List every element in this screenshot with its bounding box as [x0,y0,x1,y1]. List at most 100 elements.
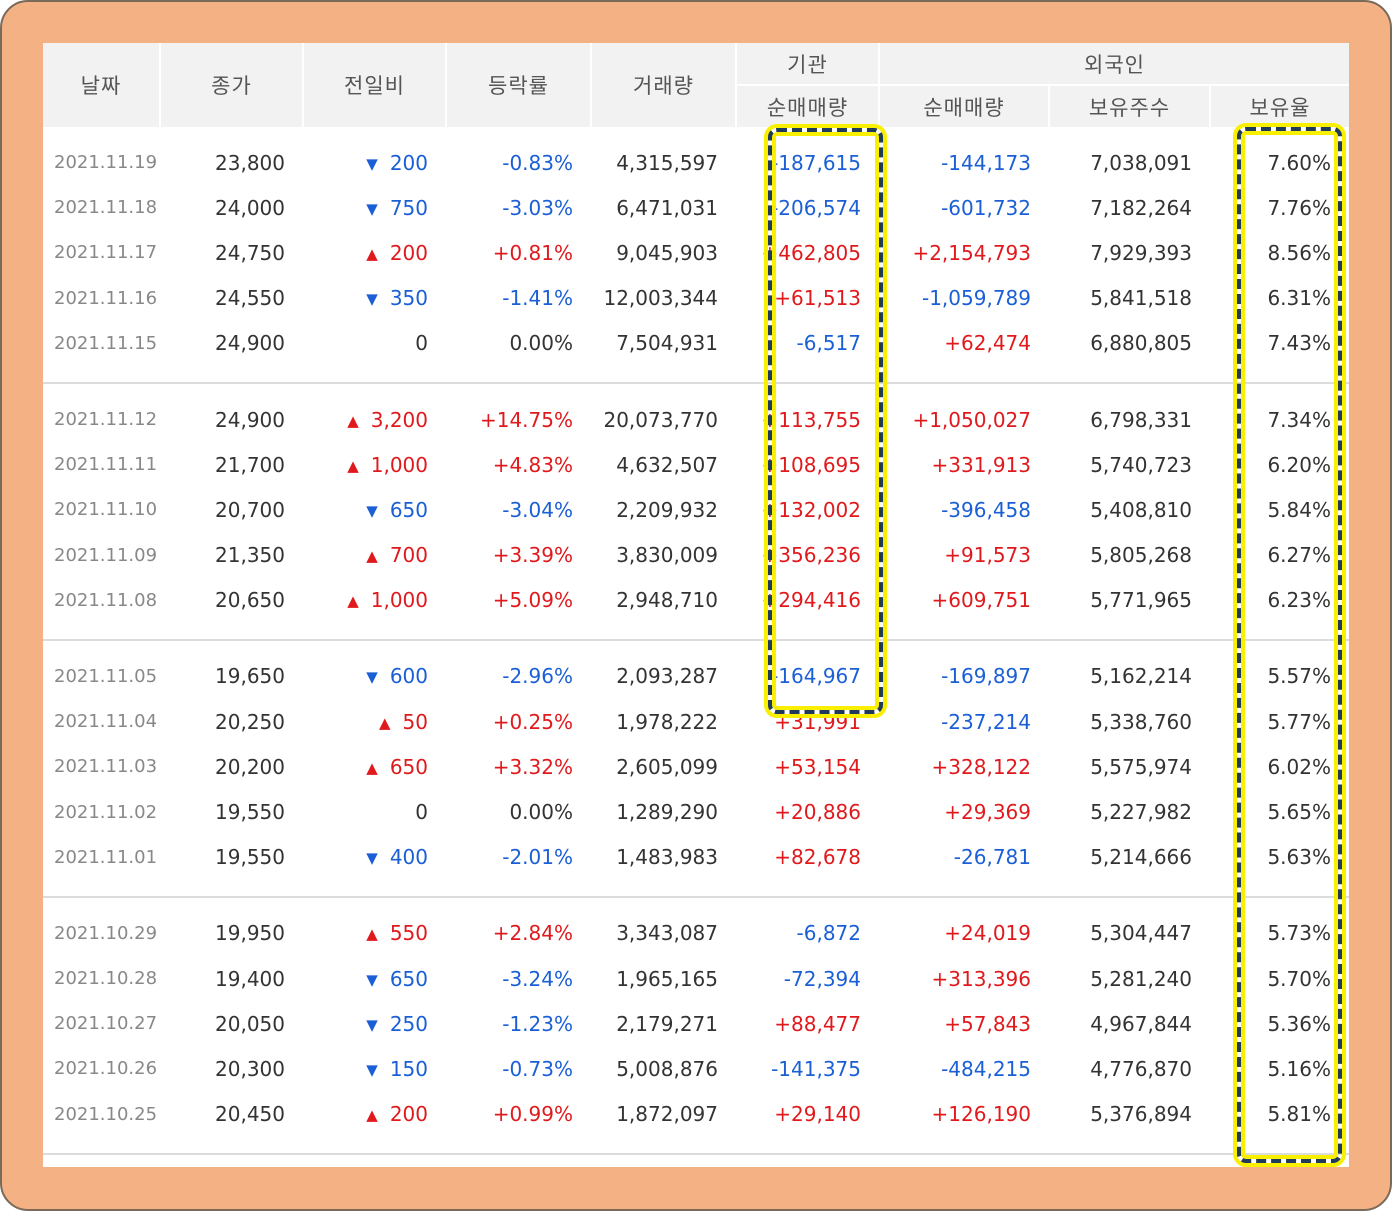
header-volume: 거래량 [591,43,737,127]
cell-date: 2021.11.05 [54,665,158,687]
cell-foreign-holdings: 6,880,805 [1090,331,1192,356]
down-triangle-icon: ▼ [366,1015,378,1034]
cell-close: 20,050 [215,1011,285,1036]
table-row: 2021.11.03 20,200 ▲ 650 +3.32% 2,605,099 +53,1… [43,744,1349,789]
cell-foreign-net: +2,154,793 [912,240,1031,265]
cell-change-value: 200 [389,150,428,175]
header-foreign-ratio: 보유율 [1210,84,1349,127]
cell-foreign-holdings: 5,338,760 [1090,709,1192,734]
table-header: 날짜 종가 전일비 등락률 거래량 기관 외국인 순매매량 순매매량 보유주수 … [43,43,1349,127]
cell-date: 2021.11.18 [54,197,158,219]
cell-institution-net: -6,872 [796,921,861,946]
down-triangle-icon: ▼ [366,1060,378,1079]
cell-volume: 3,830,009 [616,543,718,568]
cell-institution-net: +29,140 [774,1102,861,1127]
cell-institution-net: +462,805 [761,240,861,265]
cell-change: ▲ 650 [303,744,446,789]
cell-foreign-holdings: 5,214,666 [1090,845,1192,870]
table-row: 2021.11.12 24,900 ▲ 3,200 +14.75% 20,073,770 +… [43,397,1349,442]
cell-volume: 4,315,597 [616,150,718,175]
cell-change-value: 0 [415,331,428,356]
table-row: 2021.11.16 24,550 ▼ 350 -1.41% 12,003,344 +61,… [43,276,1349,321]
cell-date: 2021.10.28 [54,968,158,990]
cell-foreign-net: -237,214 [941,709,1031,734]
cell-change: ▲ 1,000 [303,442,446,487]
cell-change-value: 550 [389,921,428,946]
cell-volume: 1,289,290 [616,800,718,825]
up-triangle-icon: ▲ [366,758,378,777]
cell-change-value: 650 [389,754,428,779]
cell-change: ▼ 150 [303,1046,446,1091]
cell-foreign-ratio: 5.36% [1267,1011,1331,1036]
cell-close: 19,550 [215,845,285,870]
cell-volume: 1,872,097 [616,1102,718,1127]
cell-foreign-holdings: 4,776,870 [1090,1056,1192,1081]
cell-change-value: 700 [389,543,428,568]
table-row: 2021.11.01 19,550 ▼ 400 -2.01% 1,483,983 +82,6… [43,835,1349,880]
cell-rate: +0.99% [492,1102,573,1127]
table-row: 2021.11.04 20,250 ▲ 50 +0.25% 1,978,222 +31,99… [43,699,1349,744]
cell-foreign-ratio: 5.65% [1267,800,1331,825]
table-row: 2021.11.17 24,750 ▲ 200 +0.81% 9,045,903 +462,… [43,230,1349,275]
daily-trading-table: 날짜 종가 전일비 등락률 거래량 기관 외국인 순매매량 순매매량 보유주수 … [43,43,1349,1155]
cell-institution-net: +113,755 [761,407,861,432]
cell-close: 20,250 [215,709,285,734]
cell-institution-net: +53,154 [774,754,861,779]
cell-close: 19,550 [215,800,285,825]
cell-institution-net: -141,375 [771,1056,861,1081]
cell-change: ▼ 750 [303,185,446,230]
cell-rate: +4.83% [492,452,573,477]
cell-rate: +2.84% [492,921,573,946]
cell-change: ▲ 550 [303,911,446,956]
cell-institution-net: -164,967 [771,664,861,689]
cell-close: 21,700 [215,452,285,477]
up-triangle-icon: ▲ [347,411,359,430]
cell-date: 2021.11.16 [54,287,158,309]
cell-foreign-net: +609,751 [931,588,1031,613]
cell-foreign-net: -1,059,789 [921,286,1031,311]
cell-volume: 1,978,222 [616,709,718,734]
table-row: 2021.11.02 19,550 0 0.00% 1,289,290 +20,886 +2… [43,789,1349,834]
cell-foreign-ratio: 5.16% [1267,1056,1331,1081]
cell-foreign-ratio: 5.63% [1267,845,1331,870]
cell-date: 2021.10.29 [54,922,158,944]
cell-rate: 0.00% [509,800,573,825]
cell-date: 2021.10.26 [54,1058,158,1080]
cell-date: 2021.11.19 [54,152,158,174]
cell-change-value: 750 [389,195,428,220]
cell-foreign-net: +91,573 [944,543,1031,568]
cell-foreign-holdings: 5,575,974 [1090,754,1192,779]
up-triangle-icon: ▲ [347,456,359,475]
header-rate: 등락률 [446,43,592,127]
cell-close: 20,200 [215,754,285,779]
down-triangle-icon: ▼ [366,668,378,687]
cell-volume: 2,179,271 [616,1011,718,1036]
cell-change-value: 250 [389,1011,428,1036]
cell-change-value: 150 [389,1056,428,1081]
cell-change: ▲ 3,200 [303,397,446,442]
cell-foreign-net: +1,050,027 [912,407,1031,432]
cell-foreign-ratio: 5.77% [1267,709,1331,734]
cell-date: 2021.11.08 [54,589,158,611]
cell-change-value: 50 [402,709,428,734]
header-change: 전일비 [303,43,447,127]
down-triangle-icon: ▼ [366,501,378,520]
table-row: 2021.11.19 23,800 ▼ 200 -0.83% 4,315,597 -187,… [43,140,1349,185]
cell-rate: -1.41% [502,286,573,311]
cell-close: 24,000 [215,195,285,220]
down-triangle-icon: ▼ [366,970,378,989]
cell-rate: -2.96% [502,664,573,689]
cell-foreign-holdings: 7,182,264 [1090,195,1192,220]
cell-volume: 4,632,507 [616,452,718,477]
cell-date: 2021.11.01 [54,846,158,868]
cell-rate: +0.25% [492,709,573,734]
cell-institution-net: +88,477 [774,1011,861,1036]
table-row: 2021.10.27 20,050 ▼ 250 -1.23% 2,179,271 +88,4… [43,1001,1349,1046]
header-institution-net: 순매매량 [736,84,880,127]
cell-change: ▼ 350 [303,276,446,321]
cell-date: 2021.10.27 [54,1013,158,1035]
table-row: 2021.11.18 24,000 ▼ 750 -3.03% 6,471,031 -206,… [43,185,1349,230]
cell-foreign-holdings: 5,408,810 [1090,497,1192,522]
cell-volume: 7,504,931 [616,331,718,356]
cell-foreign-holdings: 7,038,091 [1090,150,1192,175]
